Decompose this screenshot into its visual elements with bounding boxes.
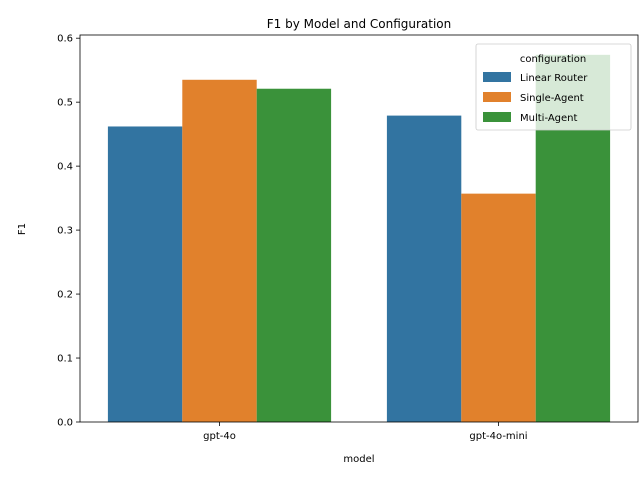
bar-single-agent-gpt-4o [182,79,257,422]
bar-multi-agent-gpt-4o [256,88,332,422]
legend-entry-label: Linear Router [520,73,588,84]
plot-area-frame [79,34,639,423]
legend-box [475,43,632,131]
legend: configuration Linear Router Single-Agent M… [475,43,632,131]
bars-group [107,54,611,422]
x-tick-label: gpt-4o [203,431,236,442]
x-axis-label: model [343,454,374,465]
y-axis-ticks: 0.0 0.1 0.2 0.3 0.4 0.5 0.6 [57,34,80,429]
y-tick-label: 0.5 [57,98,73,109]
y-axis-label: F1 [17,223,28,235]
legend-swatch [483,112,511,122]
chart-title: F1 by Model and Configuration [267,17,452,31]
y-tick-label: 0.1 [57,354,73,365]
y-tick-label: 0.0 [57,418,73,429]
bar-single-agent-gpt-4o-mini [461,193,536,422]
legend-swatch [483,92,511,102]
legend-swatch [483,72,511,82]
y-tick-label: 0.4 [57,162,73,173]
x-tick-label: gpt-4o-mini [469,431,527,442]
x-axis-ticks: gpt-4o gpt-4o-mini [203,422,528,442]
y-tick-label: 0.6 [57,34,73,45]
y-tick-label: 0.3 [57,226,73,237]
legend-entry-label: Multi-Agent [520,113,578,124]
bar-linear-router-gpt-4o-mini [386,115,462,422]
legend-title: configuration [520,54,586,65]
y-tick-label: 0.2 [57,290,73,301]
legend-entry-label: Single-Agent [520,93,584,104]
bar-linear-router-gpt-4o [107,126,183,422]
